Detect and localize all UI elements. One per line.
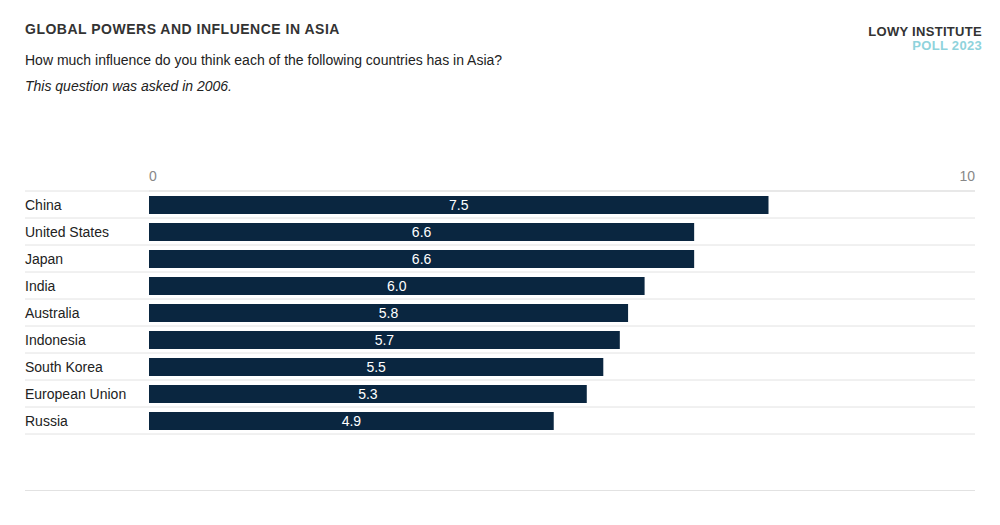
html-text:GLOBAL POWERS AND INFLUENCE IN: GLOBAL POWERS AND INFLUENCE IN ASIA [25, 21, 340, 37]
svg-text:5.8: 5.8 [379, 305, 399, 321]
svg-text:10: 10 [959, 168, 975, 184]
svg-text:5.7: 5.7 [375, 332, 395, 348]
svg-text:6.6: 6.6 [412, 251, 432, 267]
svg-text:0: 0 [149, 168, 157, 184]
svg-text:United States: United States [25, 224, 109, 240]
html-text:LOWY INSTITUTE: LOWY INSTITUTE [868, 24, 982, 39]
html-text:This question was asked in 200: This question was asked in 2006. [25, 78, 232, 94]
html-text:How much influence do you thin: How much influence do you think each of … [25, 52, 503, 68]
svg-text:Australia: Australia [25, 305, 80, 321]
svg-text:5.5: 5.5 [366, 359, 386, 375]
svg-text:Indonesia: Indonesia [25, 332, 86, 348]
svg-text:China: China [25, 197, 62, 213]
svg-text:India: India [25, 278, 56, 294]
svg-text:4.9: 4.9 [342, 413, 362, 429]
svg-text:5.3: 5.3 [358, 386, 378, 402]
svg-text:7.5: 7.5 [449, 197, 469, 213]
svg-text:Japan: Japan [25, 251, 63, 267]
svg-text:6.0: 6.0 [387, 278, 407, 294]
svg-text:European Union: European Union [25, 386, 126, 402]
html-text:POLL 2023: POLL 2023 [912, 38, 982, 53]
svg-text:6.6: 6.6 [412, 224, 432, 240]
svg-text:Russia: Russia [25, 413, 68, 429]
svg-text:South Korea: South Korea [25, 359, 103, 375]
